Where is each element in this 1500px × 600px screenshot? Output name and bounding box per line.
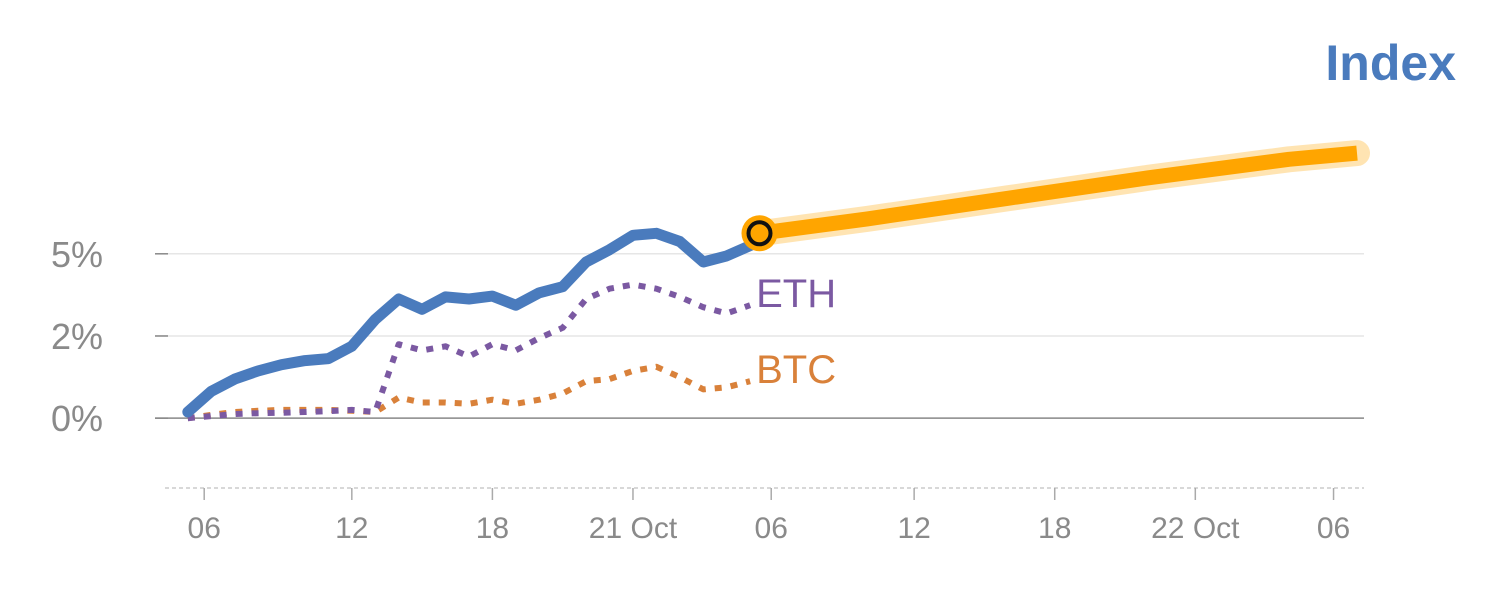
x-tick-label: 06 [755,512,788,545]
index-line [182,227,765,418]
series-labels: ETH BTC [756,272,836,392]
x-tick-label: 12 [897,512,930,545]
eth-label: ETH [756,272,836,316]
x-tick-label: 22 Oct [1151,512,1240,545]
btc-label: BTC [756,348,836,392]
x-tick-label: 12 [335,512,368,545]
y-tick-label: 2% [51,316,103,357]
x-tick-label: 06 [188,512,221,545]
forecast-line [758,145,1358,241]
x-tick-label: 21 Oct [589,512,678,545]
x-tick-label: 06 [1317,512,1350,545]
btc-line [187,363,751,422]
x-tick-label: 18 [476,512,509,545]
current-point-marker [746,220,773,247]
x-axis: 06 12 18 21 Oct 06 12 18 22 Oct 06 [165,487,1364,545]
x-tick-label: 18 [1038,512,1071,545]
series-lines [182,140,1370,422]
eth-line [187,281,752,422]
y-tick-label: 5% [51,234,103,275]
chart-title: Index [1325,35,1456,91]
y-tick-label: 0% [51,398,103,439]
y-axis: 0% 2% 5% [51,234,168,439]
